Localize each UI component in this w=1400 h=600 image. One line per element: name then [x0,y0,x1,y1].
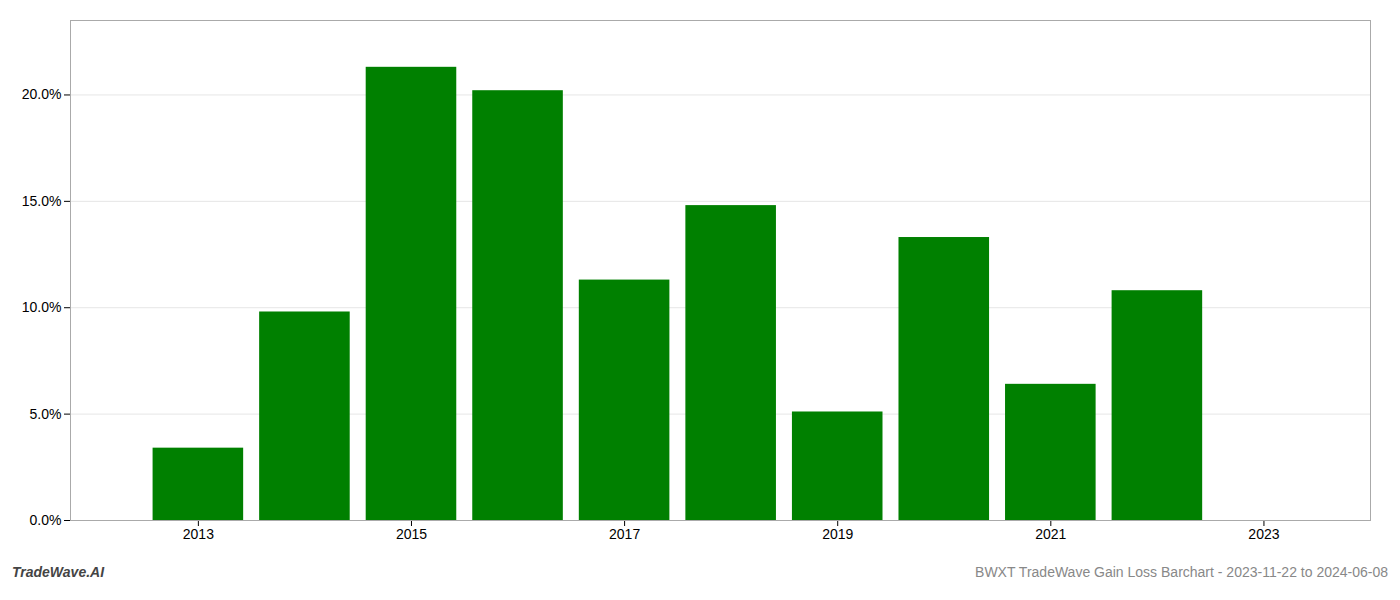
svg-text:2019: 2019 [822,526,853,542]
svg-text:2021: 2021 [1035,526,1066,542]
svg-text:5.0%: 5.0% [30,406,62,422]
html-text:BWXT TradeWave Gain Loss Barch: BWXT TradeWave Gain Loss Barchart - 2023… [975,564,1388,580]
svg-text:2017: 2017 [609,526,640,542]
svg-text:2023: 2023 [1248,526,1279,542]
html-text:TradeWave.AI: TradeWave.AI [12,564,105,580]
svg-text:0.0%: 0.0% [30,512,62,528]
svg-text:10.0%: 10.0% [22,299,62,315]
svg-text:2015: 2015 [396,526,427,542]
svg-text:2013: 2013 [183,526,214,542]
svg-text:20.0%: 20.0% [22,86,62,102]
svg-text:15.0%: 15.0% [22,193,62,209]
